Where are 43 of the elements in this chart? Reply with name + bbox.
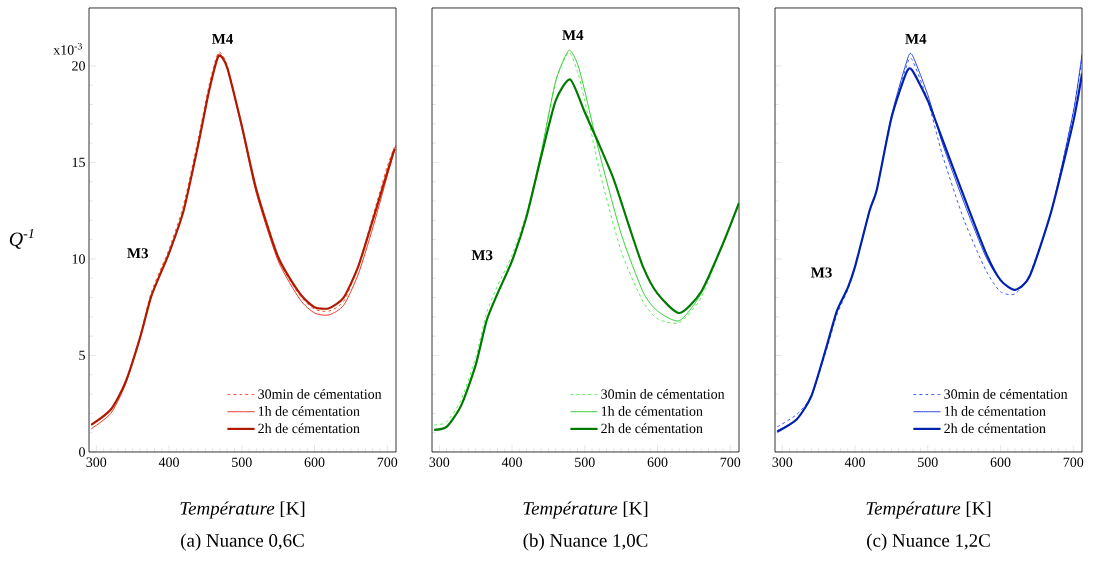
legend-label: 2h de cémentation bbox=[944, 423, 1046, 434]
x-tick-label: 400 bbox=[501, 457, 522, 467]
legend-label: 2h de cémentation bbox=[601, 423, 703, 434]
annotation: M3 bbox=[811, 267, 832, 278]
annotation: M3 bbox=[471, 250, 493, 261]
x-tick-label: 500 bbox=[232, 457, 252, 467]
x-axis-title: Température [K] bbox=[523, 501, 648, 519]
text: (a) Nuance 0,6C bbox=[181, 533, 304, 551]
legend-label: 30min de cémentation bbox=[944, 388, 1068, 399]
x-axis-title: Température [K] bbox=[180, 501, 305, 519]
legend-label: 30min de cémentation bbox=[601, 388, 725, 399]
legend-label: 1h de cémentation bbox=[601, 406, 703, 416]
x-tick-label: 700 bbox=[1063, 457, 1084, 467]
x-tick-label: 600 bbox=[304, 457, 325, 467]
x-tick-label: 700 bbox=[720, 457, 741, 467]
x-tick-label: 600 bbox=[990, 457, 1011, 467]
y-tick-label: 5 bbox=[79, 350, 85, 361]
x-tick-label: 300 bbox=[86, 457, 107, 467]
text: x10$^{-3}$ bbox=[53, 42, 82, 55]
y-axis-title: Q$^{-1}$ bbox=[9, 228, 34, 249]
x-tick-label: 300 bbox=[772, 457, 793, 467]
x-tick-label: 600 bbox=[647, 457, 668, 467]
y-tick-label: 20 bbox=[72, 61, 85, 71]
x-tick-label: 500 bbox=[918, 457, 938, 467]
x-tick-label: 700 bbox=[377, 457, 398, 467]
legend-label: 30min de cémentation bbox=[258, 388, 382, 399]
text: (c) Nuance 1,2C bbox=[867, 533, 990, 551]
text: (b) Nuance 1,0C bbox=[523, 533, 648, 551]
legend-label: 1h de cémentation bbox=[944, 406, 1046, 416]
annotation: M3 bbox=[127, 248, 148, 259]
x-tick-label: 400 bbox=[844, 457, 865, 467]
x-tick-label: 300 bbox=[429, 457, 450, 467]
y-tick-label: 10 bbox=[72, 254, 85, 264]
y-tick-label: 0 bbox=[79, 447, 85, 457]
annotation: M4 bbox=[905, 33, 927, 44]
y-tick-label: 15 bbox=[72, 157, 85, 168]
annotation: M4 bbox=[562, 30, 584, 40]
x-axis-title: Température [K] bbox=[866, 501, 991, 519]
annotation: M4 bbox=[211, 33, 234, 44]
legend-label: 2h de cémentation bbox=[258, 423, 360, 434]
legend-label: 1h de cémentation bbox=[258, 406, 360, 416]
x-tick-label: 500 bbox=[575, 457, 595, 467]
x-tick-label: 400 bbox=[158, 457, 179, 467]
